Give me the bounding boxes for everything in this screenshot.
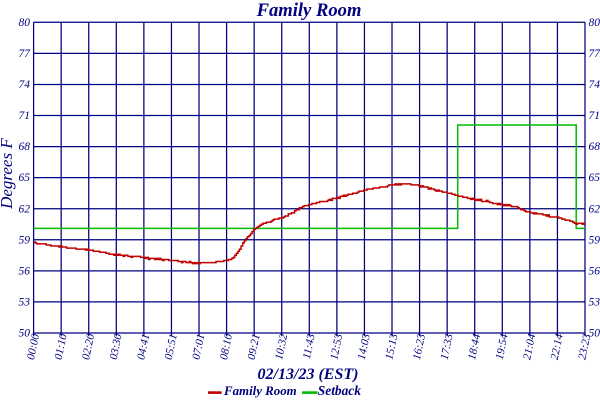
svg-text:10:32: 10:32 (273, 332, 290, 360)
svg-text:09:21: 09:21 (246, 333, 263, 361)
svg-text:01:10: 01:10 (53, 332, 70, 360)
svg-text:77: 77 (19, 48, 32, 60)
svg-text:17:33: 17:33 (439, 332, 456, 360)
svg-text:Family Room: Family Room (223, 384, 297, 398)
svg-text:53: 53 (19, 297, 31, 309)
svg-text:62: 62 (19, 203, 31, 215)
svg-text:59: 59 (589, 234, 600, 246)
svg-text:62: 62 (589, 203, 600, 215)
svg-text:77: 77 (589, 48, 600, 60)
svg-text:Setback: Setback (318, 383, 361, 398)
svg-text:21:04: 21:04 (521, 332, 538, 360)
svg-text:71: 71 (589, 110, 600, 122)
svg-text:23:23: 23:23 (576, 332, 593, 360)
svg-text:71: 71 (19, 110, 31, 122)
svg-text:53: 53 (589, 297, 600, 309)
svg-text:68: 68 (589, 141, 600, 153)
svg-text:80: 80 (589, 17, 600, 29)
svg-text:56: 56 (19, 266, 31, 278)
svg-text:04:41: 04:41 (135, 333, 152, 361)
svg-text:12:53: 12:53 (328, 332, 345, 360)
svg-text:15:13: 15:13 (383, 332, 400, 360)
svg-text:80: 80 (19, 17, 31, 29)
svg-text:74: 74 (19, 79, 31, 91)
svg-text:08:10: 08:10 (218, 332, 235, 360)
svg-text:50: 50 (589, 328, 600, 340)
svg-text:68: 68 (19, 141, 31, 153)
svg-text:02:20: 02:20 (80, 332, 97, 360)
svg-text:22:14: 22:14 (549, 332, 566, 360)
svg-text:05:51: 05:51 (163, 333, 180, 361)
svg-text:Degrees F: Degrees F (0, 138, 16, 210)
svg-text:16:23: 16:23 (411, 332, 428, 360)
svg-text:00:00: 00:00 (25, 332, 42, 360)
svg-text:14:03: 14:03 (356, 332, 373, 360)
svg-text:03:30: 03:30 (108, 332, 125, 360)
svg-text:02/13/23 (EST): 02/13/23 (EST) (258, 366, 359, 383)
svg-text:11:43: 11:43 (301, 332, 318, 360)
svg-text:65: 65 (589, 172, 600, 184)
svg-text:18:44: 18:44 (466, 332, 483, 360)
svg-text:50: 50 (19, 328, 31, 340)
svg-text:07:01: 07:01 (190, 333, 207, 361)
svg-text:19:54: 19:54 (494, 332, 511, 360)
svg-text:Family Room: Family Room (256, 0, 362, 21)
svg-text:65: 65 (19, 172, 31, 184)
svg-text:74: 74 (589, 79, 600, 91)
svg-text:56: 56 (589, 266, 600, 278)
svg-text:59: 59 (19, 234, 31, 246)
